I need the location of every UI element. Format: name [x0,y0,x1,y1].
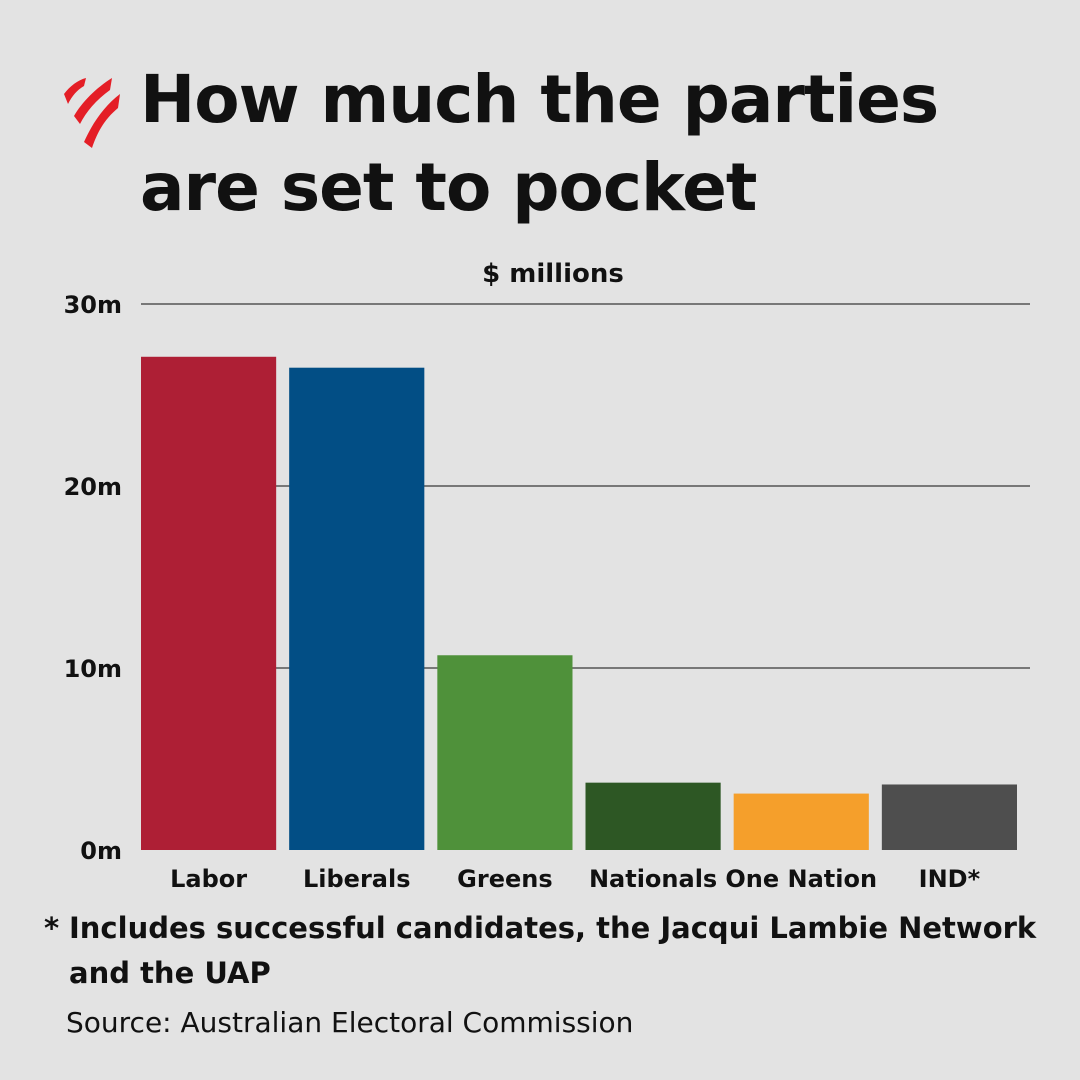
bar-one-nation [733,793,869,850]
y-tick-label: 0m [80,837,122,865]
bar-liberals [289,367,425,850]
x-tick-label: Liberals [303,865,411,893]
bar-chart: $ millions 0m 10m 20m 30m Labor Liberals Gree… [64,259,1030,893]
bar-ind [881,784,1017,850]
x-tick-label: Nationals [589,865,717,893]
source-note: Source: Australian Electoral Commission [66,1006,634,1039]
y-tick-label: 30m [64,291,122,319]
bar-greens [437,655,573,850]
y-tick-labels: 0m 10m 20m 30m [64,291,122,865]
footnote-text: Includes successful candidates, the Jacq… [69,911,1037,990]
footnote-marker: * [44,911,60,945]
x-tick-label: One Nation [725,865,877,893]
y-axis-label: $ millions [482,259,624,289]
x-tick-label: Labor [170,865,247,893]
bars [141,356,1017,850]
y-tick-label: 10m [64,655,122,683]
page-title: How much the parties are set to pocket [140,61,939,226]
bar-labor [141,356,277,850]
footnote: * Includes successful candidates, the Ja… [44,906,1044,996]
bar-nationals [585,782,721,850]
x-tick-label: IND* [919,865,981,893]
sbs-logo-icon [64,78,120,148]
y-tick-label: 20m [64,473,122,501]
x-tick-label: Greens [457,865,552,893]
x-tick-labels: Labor Liberals Greens Nationals One Nation IN… [170,865,981,893]
